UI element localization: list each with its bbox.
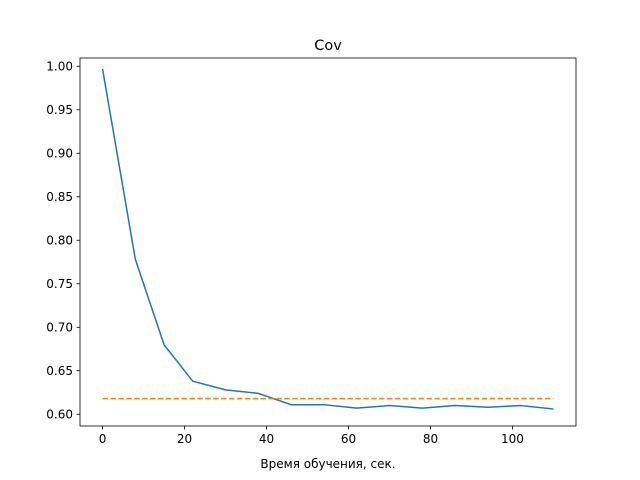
y-tick-label: 0.70 xyxy=(46,321,73,335)
y-tick-label: 0.80 xyxy=(46,234,73,248)
y-tick-label: 1.00 xyxy=(46,60,73,74)
y-tick-label: 0.95 xyxy=(46,103,73,117)
y-tick-label: 0.60 xyxy=(46,408,73,422)
x-tick-label: 0 xyxy=(99,432,107,446)
y-tick-label: 0.85 xyxy=(46,190,73,204)
x-tick-label: 80 xyxy=(423,432,438,446)
y-tick-label: 0.75 xyxy=(46,277,73,291)
x-tick-label: 100 xyxy=(501,432,524,446)
x-tick-label: 20 xyxy=(177,432,192,446)
x-tick-label: 40 xyxy=(259,432,274,446)
y-tick-label: 0.65 xyxy=(46,364,73,378)
x-tick-label: 60 xyxy=(341,432,356,446)
x-axis-label: Время обучения, сек. xyxy=(260,457,395,471)
chart-title: Cov xyxy=(314,38,342,54)
y-tick-label: 0.90 xyxy=(46,147,73,161)
